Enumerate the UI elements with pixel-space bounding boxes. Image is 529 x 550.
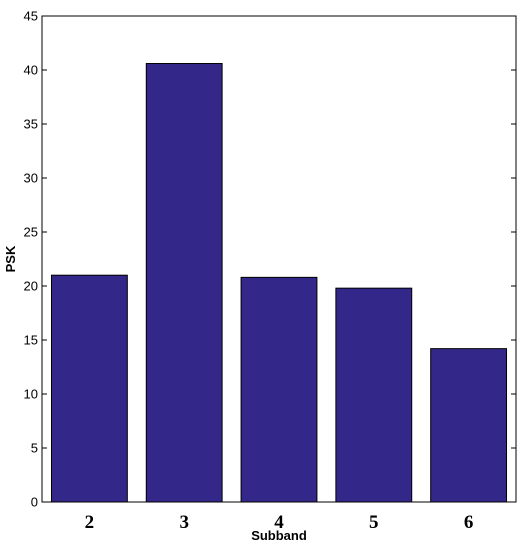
bar-6 <box>430 348 508 503</box>
bar-3 <box>145 63 223 503</box>
y-tick-label: 10 <box>24 387 38 402</box>
x-tick-label: 4 <box>274 512 284 533</box>
y-axis-title: PSK <box>3 245 18 272</box>
x-tick-label: 6 <box>464 512 474 533</box>
y-tick-label: 5 <box>31 441 38 456</box>
y-axis: 0 5 10 15 20 25 30 35 40 45 <box>24 9 516 510</box>
bar-4 <box>240 276 318 503</box>
y-tick-label: 45 <box>24 9 38 24</box>
y-tick-label: 35 <box>24 117 38 132</box>
y-tick-label: 20 <box>24 279 38 294</box>
y-tick-label: 0 <box>31 495 38 510</box>
y-tick-label: 30 <box>24 171 38 186</box>
x-tick-label: 5 <box>369 512 379 533</box>
x-tick-label: 2 <box>85 512 95 533</box>
x-axis-title: Subband <box>251 528 307 543</box>
bars <box>50 63 508 503</box>
y-tick-label: 15 <box>24 333 38 348</box>
bar-2 <box>50 274 128 503</box>
y-tick-label: 25 <box>24 225 38 240</box>
bar-5 <box>335 287 413 503</box>
x-tick-label: 3 <box>179 512 189 533</box>
y-tick-label: 40 <box>24 63 38 78</box>
x-axis: 2 3 4 5 6 <box>85 512 474 533</box>
